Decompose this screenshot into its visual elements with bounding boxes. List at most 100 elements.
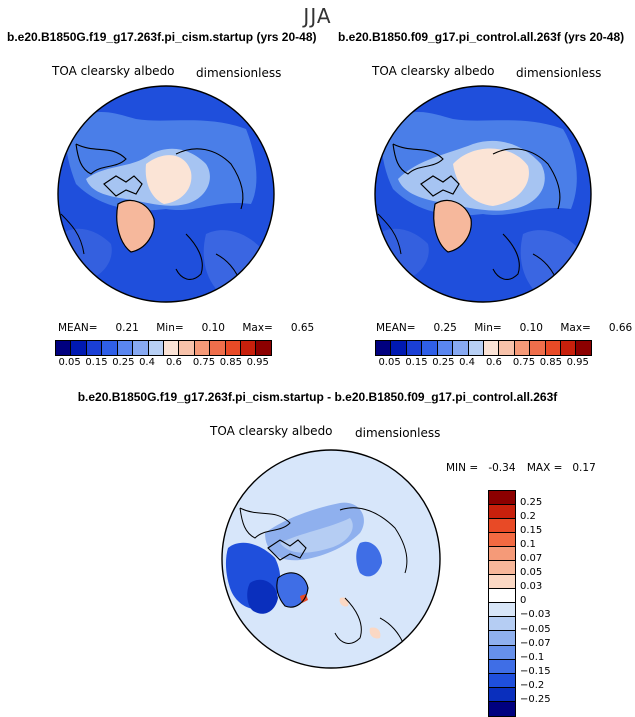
colorbar-swatch [489,673,515,688]
colorbar-tick-label: 0.6 [485,357,502,368]
colorbar-swatch [391,341,407,355]
diff-colorbar-ticks: 0.25 0.2 0.15 0.1 0.07 0.05 0.03 0 −0.03 −0.05 −0.… [520,490,580,716]
colorbar-swatch [163,341,180,355]
colorbar-swatch [437,341,454,355]
colorbar-swatch [576,341,591,355]
colorbar-tick-label: 0.95 [566,357,589,368]
panel-1-map [57,85,275,303]
colorbar-swatch [489,505,515,520]
colorbar-swatch [71,341,87,355]
colorbar-tick-label: 0.15 [405,357,428,368]
alaska-coast [392,143,444,175]
colorbar-tick-label: −0.03 [520,609,551,621]
colorbar-tick-label: 0.03 [520,581,543,593]
colorbar-tick-label: 0.05 [520,567,543,579]
colorbar-swatch [489,561,515,576]
colorbar-swatch [489,575,515,590]
greenland-coast [433,199,472,253]
colorbar-tick-label: 0.05 [58,357,81,368]
colorbar-swatch [453,341,469,355]
hudson-coast [60,213,85,255]
hudson-coast [377,213,402,255]
colorbar-tick-label: −0.1 [520,651,545,663]
colorbar-swatch [376,341,392,355]
colorbar-swatch [194,341,211,355]
map-border [221,449,441,669]
colorbar-tick-label: 0.85 [539,357,562,368]
panel-2-colorbar [375,340,592,356]
panel-2-map [374,85,592,303]
colorbar-swatch [468,341,484,355]
colorbar-tick-label: −0.05 [520,623,551,635]
colorbar-tick-label: 0.6 [165,357,182,368]
colorbar-swatch [422,341,438,355]
siberia-coast [492,148,561,210]
scandinavia-coast [492,233,520,280]
panel-2-stats: MEAN= 0.25 Min= 0.10 Max= 0.66 [376,322,633,334]
panel-2-variable: TOA clearsky albedo [372,64,495,78]
scandinavia-coast [175,233,203,280]
colorbar-swatch [561,341,577,355]
colorbar-swatch [56,341,72,355]
colorbar-swatch [499,341,515,355]
colorbar-swatch [133,341,149,355]
panel-1-units: dimensionless [196,66,282,80]
siberia-negative [356,541,382,577]
colorbar-swatch [86,341,103,355]
panel-1-stats: MEAN= 0.21 Min= 0.10 Max= 0.65 [58,322,315,334]
panel-1-colorbar-ticks: 0.05 0.15 0.25 0.4 0.6 0.75 0.85 0.95 [55,357,270,371]
season-title: JJA [303,4,332,28]
colorbar-swatch [530,341,546,355]
colorbar-swatch [489,645,515,660]
colorbar-tick-label: 0.1 [520,539,536,551]
canadian-archipelago-coast [420,175,460,197]
colorbar-swatch [406,341,423,355]
diff-stats: MIN = -0.34 MAX = 0.17 [446,462,596,474]
greenland-high-albedo [433,200,472,252]
greenland-coast [116,199,155,253]
colorbar-swatch [225,341,242,355]
colorbar-tick-label: 0.95 [246,357,269,368]
colorbar-swatch [489,589,515,604]
colorbar-swatch [117,341,134,355]
colorbar-tick-label: 0.15 [520,525,543,537]
strongest-negative-region [247,579,278,614]
colorbar-tick-label: 0.25 [112,357,135,368]
colorbar-tick-label: 0.25 [432,357,455,368]
colorbar-swatch [489,701,515,716]
colorbar-swatch [241,341,257,355]
colorbar-tick-label: −0.15 [520,665,551,677]
colorbar-tick-label: 0.05 [378,357,401,368]
scandinavia-coast [334,597,362,644]
panel-2-units: dimensionless [516,66,602,80]
greenland-coast [276,572,309,608]
colorbar-tick-label: 0.25 [520,497,543,509]
colorbar-swatch [179,341,195,355]
colorbar-tick-label: 0.07 [520,553,543,565]
colorbar-swatch [489,547,515,562]
colorbar-tick-label: 0.15 [85,357,108,368]
colorbar-swatch [489,533,515,548]
colorbar-tick-label: −0.07 [520,637,551,649]
greenland-high-albedo [116,200,155,252]
colorbar-swatch [489,491,515,506]
diff-colorbar [488,490,516,717]
panel-1-variable: TOA clearsky albedo [52,64,175,78]
alaska-coast [239,507,291,539]
colorbar-tick-label: 0.75 [192,357,216,368]
colorbar-swatch [210,341,226,355]
canadian-archipelago-coast [103,175,143,197]
diff-map [221,449,441,669]
arctic-ocean-pale-region [145,155,192,204]
colorbar-swatch [489,519,515,534]
siberia-coast [175,148,244,210]
colorbar-tick-label: 0.2 [520,511,536,523]
colorbar-tick-label: 0.4 [459,357,475,368]
colorbar-swatch [148,341,164,355]
siberia-coast [339,507,408,574]
colorbar-swatch [489,631,515,646]
diff-title: b.e20.B1850G.f19_g17.263f.pi_cism.startu… [77,390,558,404]
weak-negative-arctic [280,518,353,553]
diff-units: dimensionless [355,426,441,440]
panel-1-title: b.e20.B1850G.f19_g17.263f.pi_cism.startu… [7,30,317,44]
